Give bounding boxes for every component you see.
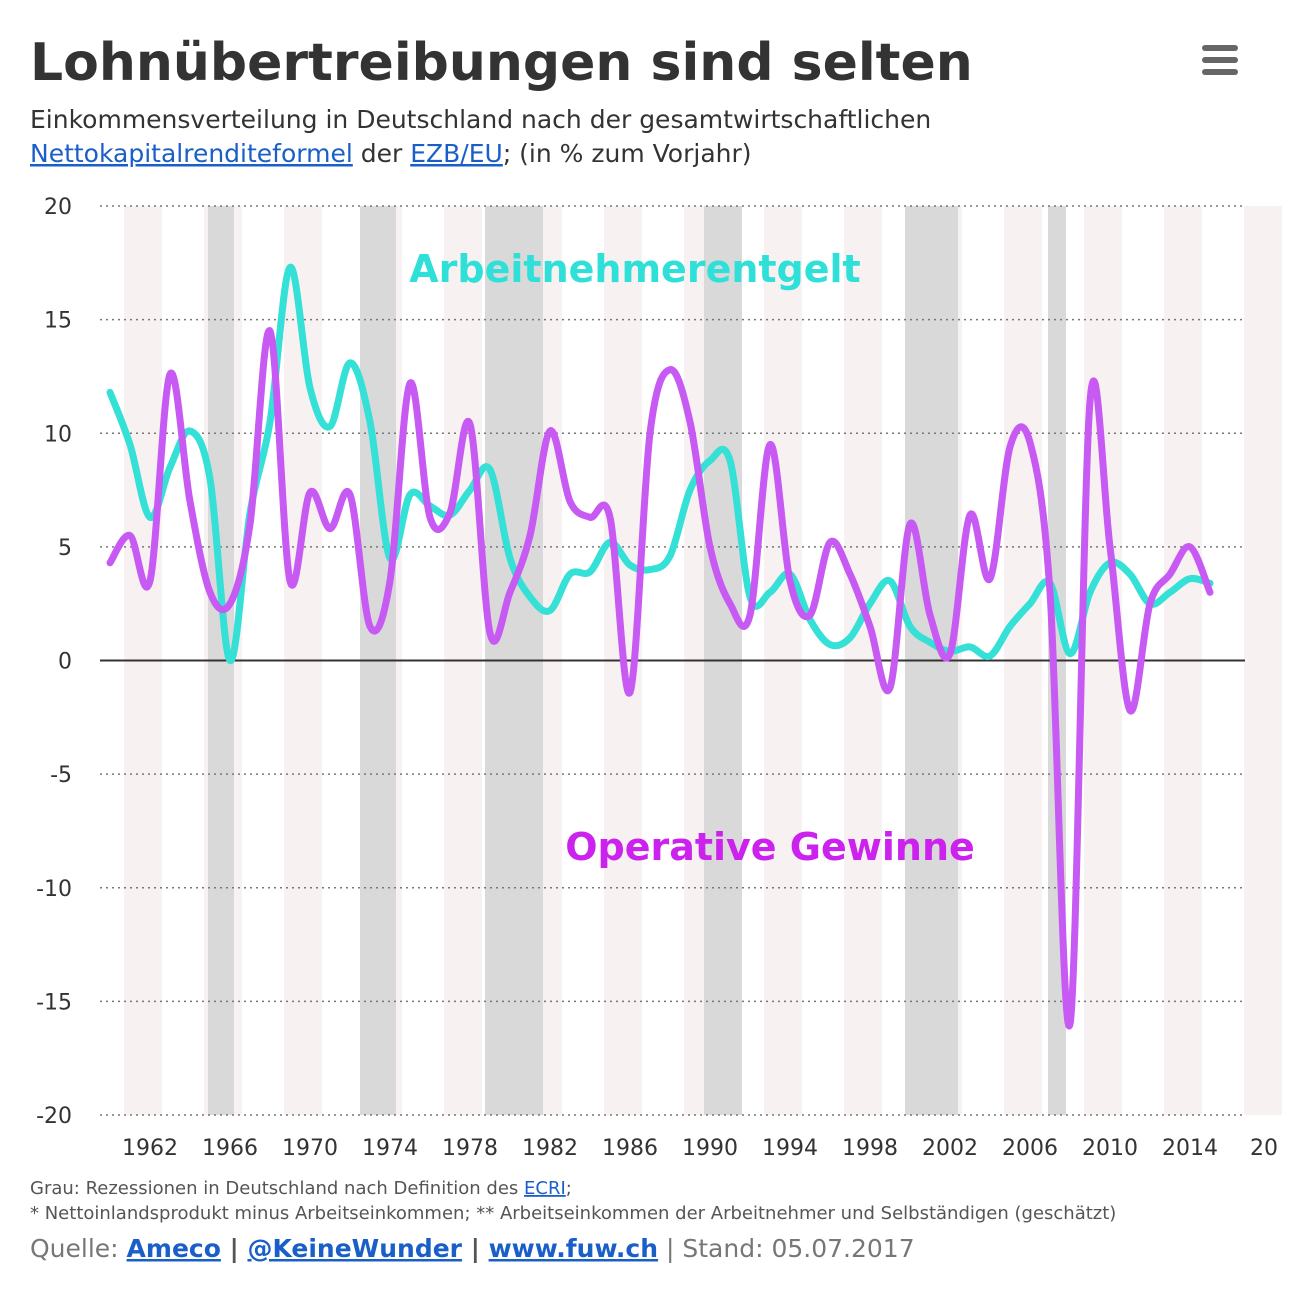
series-line: [106, 327, 1214, 1030]
x-tick-label: 1978: [442, 1136, 498, 1161]
chart-title: Lohnübertreibungen sind selten: [30, 33, 973, 93]
annotation: Arbeitnehmerentgelt: [409, 247, 860, 291]
y-tick-label: -15: [36, 990, 72, 1015]
link[interactable]: Ameco: [127, 1234, 221, 1263]
menu-bar: [1202, 45, 1238, 51]
y-tick-label: -10: [36, 877, 72, 902]
subtitle: Nettokapitalrenditeformel der EZB/EU; (i…: [30, 139, 752, 168]
x-tick-label: 2006: [1002, 1136, 1058, 1161]
menu-bar: [1202, 69, 1238, 75]
link[interactable]: www.fuw.ch: [489, 1234, 658, 1263]
subtitle-text: ; (in % zum Vorjahr): [503, 139, 752, 168]
separator: |: [221, 1234, 248, 1263]
y-tick-label: 0: [58, 650, 72, 675]
footnote-text: ;: [566, 1178, 572, 1199]
link[interactable]: EZB/EU: [410, 139, 503, 168]
link[interactable]: @KeineWunder: [247, 1234, 462, 1263]
x-tick-label: 1982: [522, 1136, 578, 1161]
x-tick-label: 2002: [922, 1136, 978, 1161]
separator: |: [462, 1234, 489, 1263]
x-tick-label: 1974: [362, 1136, 418, 1161]
x-tick-label: 1998: [842, 1136, 898, 1161]
x-tick-label: 20: [1250, 1136, 1278, 1161]
footnote: Grau: Rezessionen in Deutschland nach De…: [30, 1178, 572, 1199]
y-tick-label: -20: [36, 1104, 72, 1129]
y-tick-label: -5: [50, 763, 72, 788]
link[interactable]: ECRI: [524, 1178, 566, 1199]
annotation: Operative Gewinne: [565, 825, 975, 869]
footnote: * Nettoinlandsprodukt minus Arbeitseinko…: [30, 1203, 1116, 1224]
x-tick-label: 1966: [202, 1136, 258, 1161]
y-tick-label: 15: [44, 309, 72, 334]
menu-icon[interactable]: [1202, 45, 1238, 75]
link[interactable]: Nettokapitalrenditeformel: [30, 139, 353, 168]
y-tick-label: 5: [58, 536, 72, 561]
plot: 20 15 10 5 0 -5 -10 -15 -20 1962 1966 1970 1974 1978 1…: [36, 195, 1282, 1161]
x-tick-label: 1962: [122, 1136, 178, 1161]
source: Quelle: Ameco | @KeineWunder | www.fuw.c…: [30, 1234, 915, 1263]
x-tick-label: 1990: [682, 1136, 738, 1161]
subtitle: Einkommensverteilung in Deutschland nach…: [30, 105, 931, 134]
footnote-text: Grau: Rezessionen in Deutschland nach De…: [30, 1178, 524, 1199]
subtitle-text: der: [353, 139, 410, 168]
source-text: | Stand: 05.07.2017: [658, 1234, 915, 1263]
x-tick-label: 2010: [1082, 1136, 1138, 1161]
x-tick-label: 1994: [762, 1136, 818, 1161]
x-tick-label: 1970: [282, 1136, 338, 1161]
series-line: [106, 263, 1214, 665]
y-tick-label: 20: [44, 195, 72, 220]
stripe: [1244, 206, 1282, 1115]
x-tick-label: 1986: [602, 1136, 658, 1161]
x-tick-label: 2014: [1162, 1136, 1218, 1161]
source-text: Quelle:: [30, 1234, 127, 1263]
menu-bar: [1202, 57, 1238, 63]
y-tick-label: 10: [44, 422, 72, 447]
